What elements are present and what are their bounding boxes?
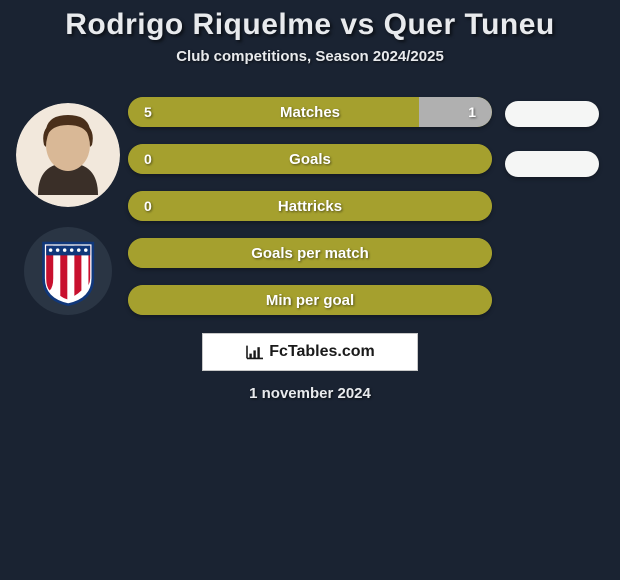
source-logo-box: FcTables.com bbox=[202, 333, 418, 371]
stat-bar-row: Matches5 1 bbox=[128, 97, 492, 127]
chart-icon bbox=[245, 344, 265, 360]
bar-label: Min per goal bbox=[128, 285, 492, 315]
comparison-main: Matches51Goals0Hattricks0Goals per match… bbox=[0, 93, 620, 315]
bar-left-value: 0 bbox=[144, 191, 152, 221]
bar-label: Hattricks bbox=[128, 191, 492, 221]
stat-bar-row: Goals per match bbox=[128, 238, 492, 268]
club-badge bbox=[24, 227, 112, 315]
bar-label: Matches bbox=[128, 97, 492, 127]
page-title: Rodrigo Riquelme vs Quer Tuneu bbox=[0, 8, 620, 42]
avatar-placeholder-icon bbox=[16, 103, 120, 207]
bar-left-value: 0 bbox=[144, 144, 152, 174]
club-badge-icon bbox=[33, 236, 103, 306]
player-placeholder-pill bbox=[505, 151, 599, 177]
left-player-column bbox=[8, 93, 128, 315]
player-placeholder-pill bbox=[505, 101, 599, 127]
footer: FcTables.com 1 november 2024 bbox=[0, 333, 620, 402]
bar-right-value: 1 bbox=[468, 97, 476, 127]
right-player-column bbox=[492, 93, 612, 177]
page-subtitle: Club competitions, Season 2024/2025 bbox=[0, 48, 620, 65]
bar-left-value: 5 bbox=[144, 97, 152, 127]
bar-label: Goals per match bbox=[128, 238, 492, 268]
stat-bar-row: Hattricks0 bbox=[128, 191, 492, 221]
date-text: 1 november 2024 bbox=[249, 385, 371, 402]
source-logo-text: FcTables.com bbox=[269, 343, 375, 361]
bar-label: Goals bbox=[128, 144, 492, 174]
player-avatar bbox=[16, 103, 120, 207]
stat-bars-column: Matches51Goals0Hattricks0Goals per match… bbox=[128, 93, 492, 315]
stat-bar-row: Min per goal bbox=[128, 285, 492, 315]
stat-bar-row: Goals0 bbox=[128, 144, 492, 174]
